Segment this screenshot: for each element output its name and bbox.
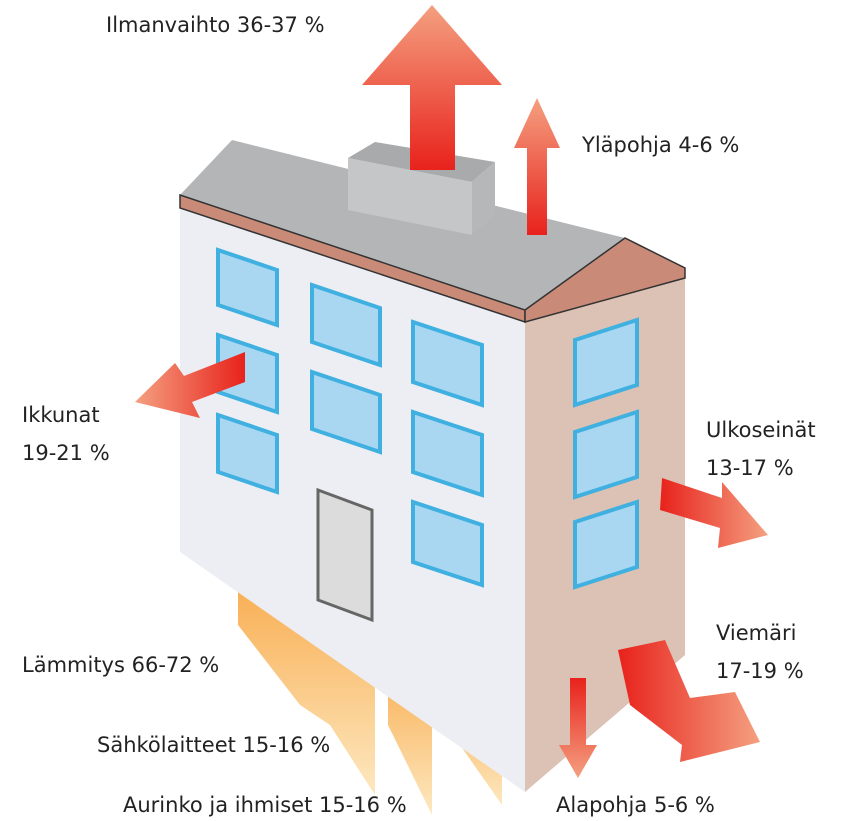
window [573, 499, 639, 590]
wall-arrow [660, 478, 768, 548]
floor-arrow [559, 678, 597, 778]
roof-arrow [514, 98, 560, 235]
window [310, 369, 382, 455]
windows [216, 247, 639, 590]
building [179, 140, 686, 792]
labels: Ilmanvaihto 36-37 % Yläpohja 4-6 % Ikkun… [22, 13, 816, 817]
label: 19-21 % [22, 441, 110, 465]
label: Ulkoseinät [706, 418, 816, 442]
loss-arrows [135, 5, 768, 778]
window [216, 412, 279, 495]
sewer-arrow [618, 640, 760, 762]
window [310, 282, 382, 368]
ventilation-arrow [362, 5, 502, 170]
window [411, 319, 484, 408]
gable [524, 237, 686, 323]
label: Yläpohja 4-6 % [581, 133, 739, 157]
label: 17-19 % [716, 659, 804, 683]
label: Aurinko ja ihmiset 15-16 % [123, 793, 407, 817]
window [411, 409, 484, 498]
label: Ikkunat [22, 403, 100, 427]
label: Viemäri [716, 621, 796, 645]
label: Ilmanvaihto 36-37 % [106, 13, 325, 37]
chimney-front [348, 158, 472, 235]
window [573, 317, 639, 408]
door [316, 487, 374, 623]
window [216, 247, 279, 328]
window [411, 499, 484, 588]
label: 13-17 % [706, 456, 794, 480]
window [573, 409, 639, 500]
label: Sähkölaitteet 15-16 % [97, 733, 330, 757]
label: Alapohja 5-6 % [556, 793, 715, 817]
label: Lämmitys 66-72 % [22, 653, 219, 677]
window-arrow [135, 352, 245, 418]
chimney-side [472, 162, 495, 235]
